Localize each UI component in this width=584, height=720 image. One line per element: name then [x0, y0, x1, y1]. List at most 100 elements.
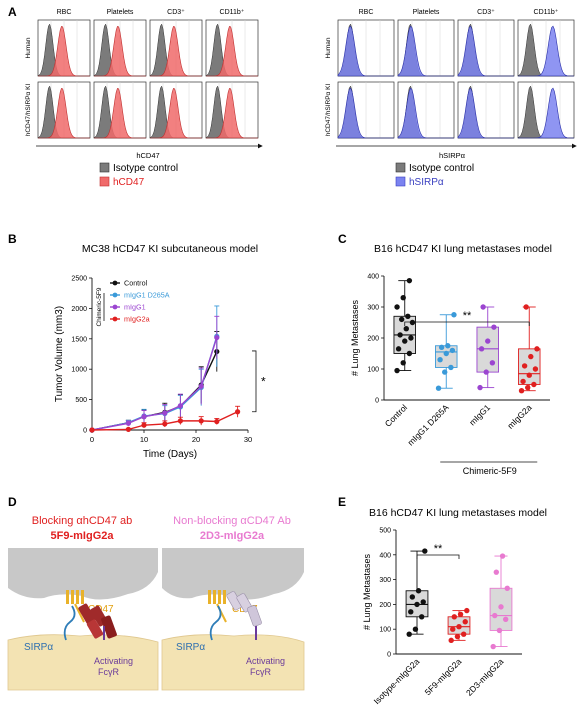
data-point	[480, 304, 486, 310]
data-point	[397, 332, 403, 338]
data-point	[162, 421, 168, 427]
legend-label: Control	[124, 279, 148, 288]
stain-histogram	[38, 26, 90, 77]
significance-stars: **	[434, 543, 443, 555]
legend-swatch-isotype	[99, 162, 110, 173]
series-line	[91, 336, 218, 431]
column-label: CD11b⁺	[220, 9, 245, 16]
fcgr-label-right: FcγR	[250, 667, 271, 677]
panel-a-letter: A	[8, 5, 17, 19]
data-point	[523, 304, 529, 310]
legend-label-isotype: Isotype control	[113, 163, 178, 174]
stain-histogram	[337, 87, 394, 139]
data-point	[398, 316, 405, 323]
y-tick-label: 300	[379, 577, 391, 584]
legend-label: mIgG2a	[124, 315, 150, 324]
legend-bracket-label: Chimeric-5F9	[96, 287, 103, 326]
macrophage-left	[7, 634, 159, 691]
data-point	[403, 326, 409, 332]
data-point	[443, 350, 449, 357]
data-point	[141, 422, 147, 428]
stain-histogram	[94, 88, 146, 139]
y-tick-label: 500	[379, 528, 391, 535]
sirpa-receptor-left	[63, 605, 76, 641]
data-point	[528, 353, 534, 360]
y-tick-label: 500	[75, 397, 87, 404]
cd47-receptor-left	[66, 590, 85, 623]
category-label: 2D3-mIgG2a	[464, 656, 506, 698]
data-point	[451, 312, 457, 318]
data-point	[408, 609, 414, 615]
y-axis-label: # Lung Metastases	[362, 553, 372, 630]
data-point	[409, 594, 416, 600]
data-point	[492, 612, 498, 619]
data-point	[394, 367, 400, 374]
significance-star: *	[261, 374, 266, 388]
data-point	[496, 627, 503, 634]
stain-histogram	[397, 87, 454, 139]
legend-marker	[112, 304, 118, 310]
blocking-title-line2: 5F9-mIgG2a	[51, 530, 115, 542]
y-axis-label: Tumor Volume (mm3)	[54, 306, 65, 402]
stain-histogram	[337, 25, 394, 77]
x-tick-label: 20	[192, 435, 200, 444]
nonblocking-title-line2: 2D3-mIgG2a	[200, 530, 265, 542]
macrophage-right	[161, 634, 305, 691]
data-point	[437, 357, 443, 363]
data-point	[449, 347, 456, 354]
data-point	[445, 343, 451, 349]
stain-histogram	[94, 26, 146, 77]
data-point	[235, 409, 241, 415]
significance-stars: **	[463, 310, 472, 322]
data-point	[477, 384, 483, 391]
legend-swatch-isotype-right	[395, 162, 406, 173]
y-tick-label: 0	[375, 398, 379, 405]
data-point	[499, 553, 506, 559]
data-point	[460, 631, 467, 637]
blocking-title-line1: Blocking αhCD47 ab	[32, 515, 133, 527]
data-point	[409, 319, 416, 326]
y-tick-label: 100	[379, 627, 391, 634]
data-point	[532, 366, 539, 372]
activating-label-right: Activating	[246, 656, 285, 666]
panel-e-letter: E	[338, 495, 346, 509]
data-point	[405, 313, 411, 319]
significance-bracket	[416, 554, 460, 559]
data-point	[214, 334, 220, 341]
legend-swatch-hcd47	[99, 176, 110, 187]
data-point	[483, 369, 489, 375]
column-label: CD11b⁺	[534, 9, 559, 16]
panel-a-left-histograms: RBC Platelets CD3⁺ CD11b⁺ Human hCD47/hSIRPα …	[25, 9, 259, 139]
data-point	[422, 548, 428, 554]
data-point	[406, 631, 412, 637]
cd47-receptor-right	[208, 590, 227, 623]
panel-a-right-legend: Isotype control hSIRPα	[395, 162, 474, 188]
legend-label-hsirpa: hSIRPα	[409, 177, 444, 188]
column-label: Platelets	[413, 9, 440, 16]
panel-a-left-legend: Isotype control hCD47	[99, 162, 178, 188]
data-point	[485, 338, 491, 344]
panel-e-boxplot: 0 100 200 300 400 500 # Lung Metastases Isotype…	[362, 528, 522, 706]
column-label: RBC	[57, 9, 72, 16]
data-point	[435, 385, 442, 391]
data-point	[420, 599, 426, 605]
data-point	[520, 378, 526, 385]
data-point	[531, 381, 537, 388]
data-point	[457, 611, 464, 618]
data-point	[525, 384, 531, 391]
legend-label-isotype-right: Isotype control	[409, 163, 474, 174]
panel-d-letter: D	[8, 495, 17, 509]
data-point	[89, 427, 95, 433]
category-label: mIgG1	[467, 402, 492, 427]
y-tick-label: 400	[367, 274, 379, 281]
stain-histogram	[206, 26, 258, 77]
data-point	[141, 414, 147, 420]
data-point	[400, 360, 406, 366]
category-label: mIgG2a	[505, 402, 534, 431]
stain-histogram	[457, 25, 514, 77]
y-tick-label: 200	[379, 602, 391, 609]
x-tick-label: 10	[140, 435, 148, 444]
sirpa-receptor-right	[209, 605, 222, 641]
y-tick-label: 1000	[71, 367, 87, 374]
